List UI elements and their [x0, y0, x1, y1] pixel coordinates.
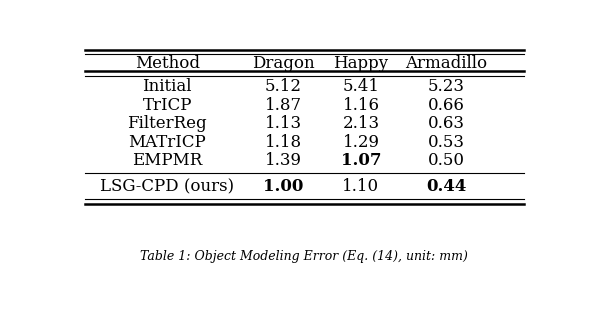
Text: 1.29: 1.29 [343, 134, 380, 151]
Text: 1.10: 1.10 [342, 178, 380, 195]
Text: Happy: Happy [333, 55, 388, 72]
Text: Dragon: Dragon [252, 55, 315, 72]
Text: EMPMR: EMPMR [132, 152, 203, 169]
Text: Method: Method [135, 55, 200, 72]
Text: Table 1: Object Modeling Error (Eq. (14), unit: mm): Table 1: Object Modeling Error (Eq. (14)… [141, 250, 468, 263]
Text: 5.23: 5.23 [428, 78, 465, 95]
Text: 1.87: 1.87 [265, 97, 302, 114]
Text: 1.07: 1.07 [341, 152, 381, 169]
Text: 5.41: 5.41 [343, 78, 380, 95]
Text: 0.66: 0.66 [428, 97, 465, 114]
Text: 1.00: 1.00 [263, 178, 304, 195]
Text: LSG-CPD (ours): LSG-CPD (ours) [100, 178, 234, 195]
Text: 0.53: 0.53 [428, 134, 465, 151]
Text: MATrICP: MATrICP [128, 134, 206, 151]
Text: Initial: Initial [143, 78, 192, 95]
Text: FilterReg: FilterReg [128, 115, 207, 132]
Text: 0.50: 0.50 [428, 152, 465, 169]
Text: TrICP: TrICP [143, 97, 192, 114]
Text: 2.13: 2.13 [342, 115, 380, 132]
Text: 1.13: 1.13 [265, 115, 302, 132]
Text: Armadillo: Armadillo [405, 55, 487, 72]
Text: 5.12: 5.12 [265, 78, 302, 95]
Text: 1.18: 1.18 [265, 134, 302, 151]
Text: 0.44: 0.44 [426, 178, 466, 195]
Text: 0.63: 0.63 [428, 115, 465, 132]
Text: 1.39: 1.39 [265, 152, 302, 169]
Text: 1.16: 1.16 [343, 97, 380, 114]
